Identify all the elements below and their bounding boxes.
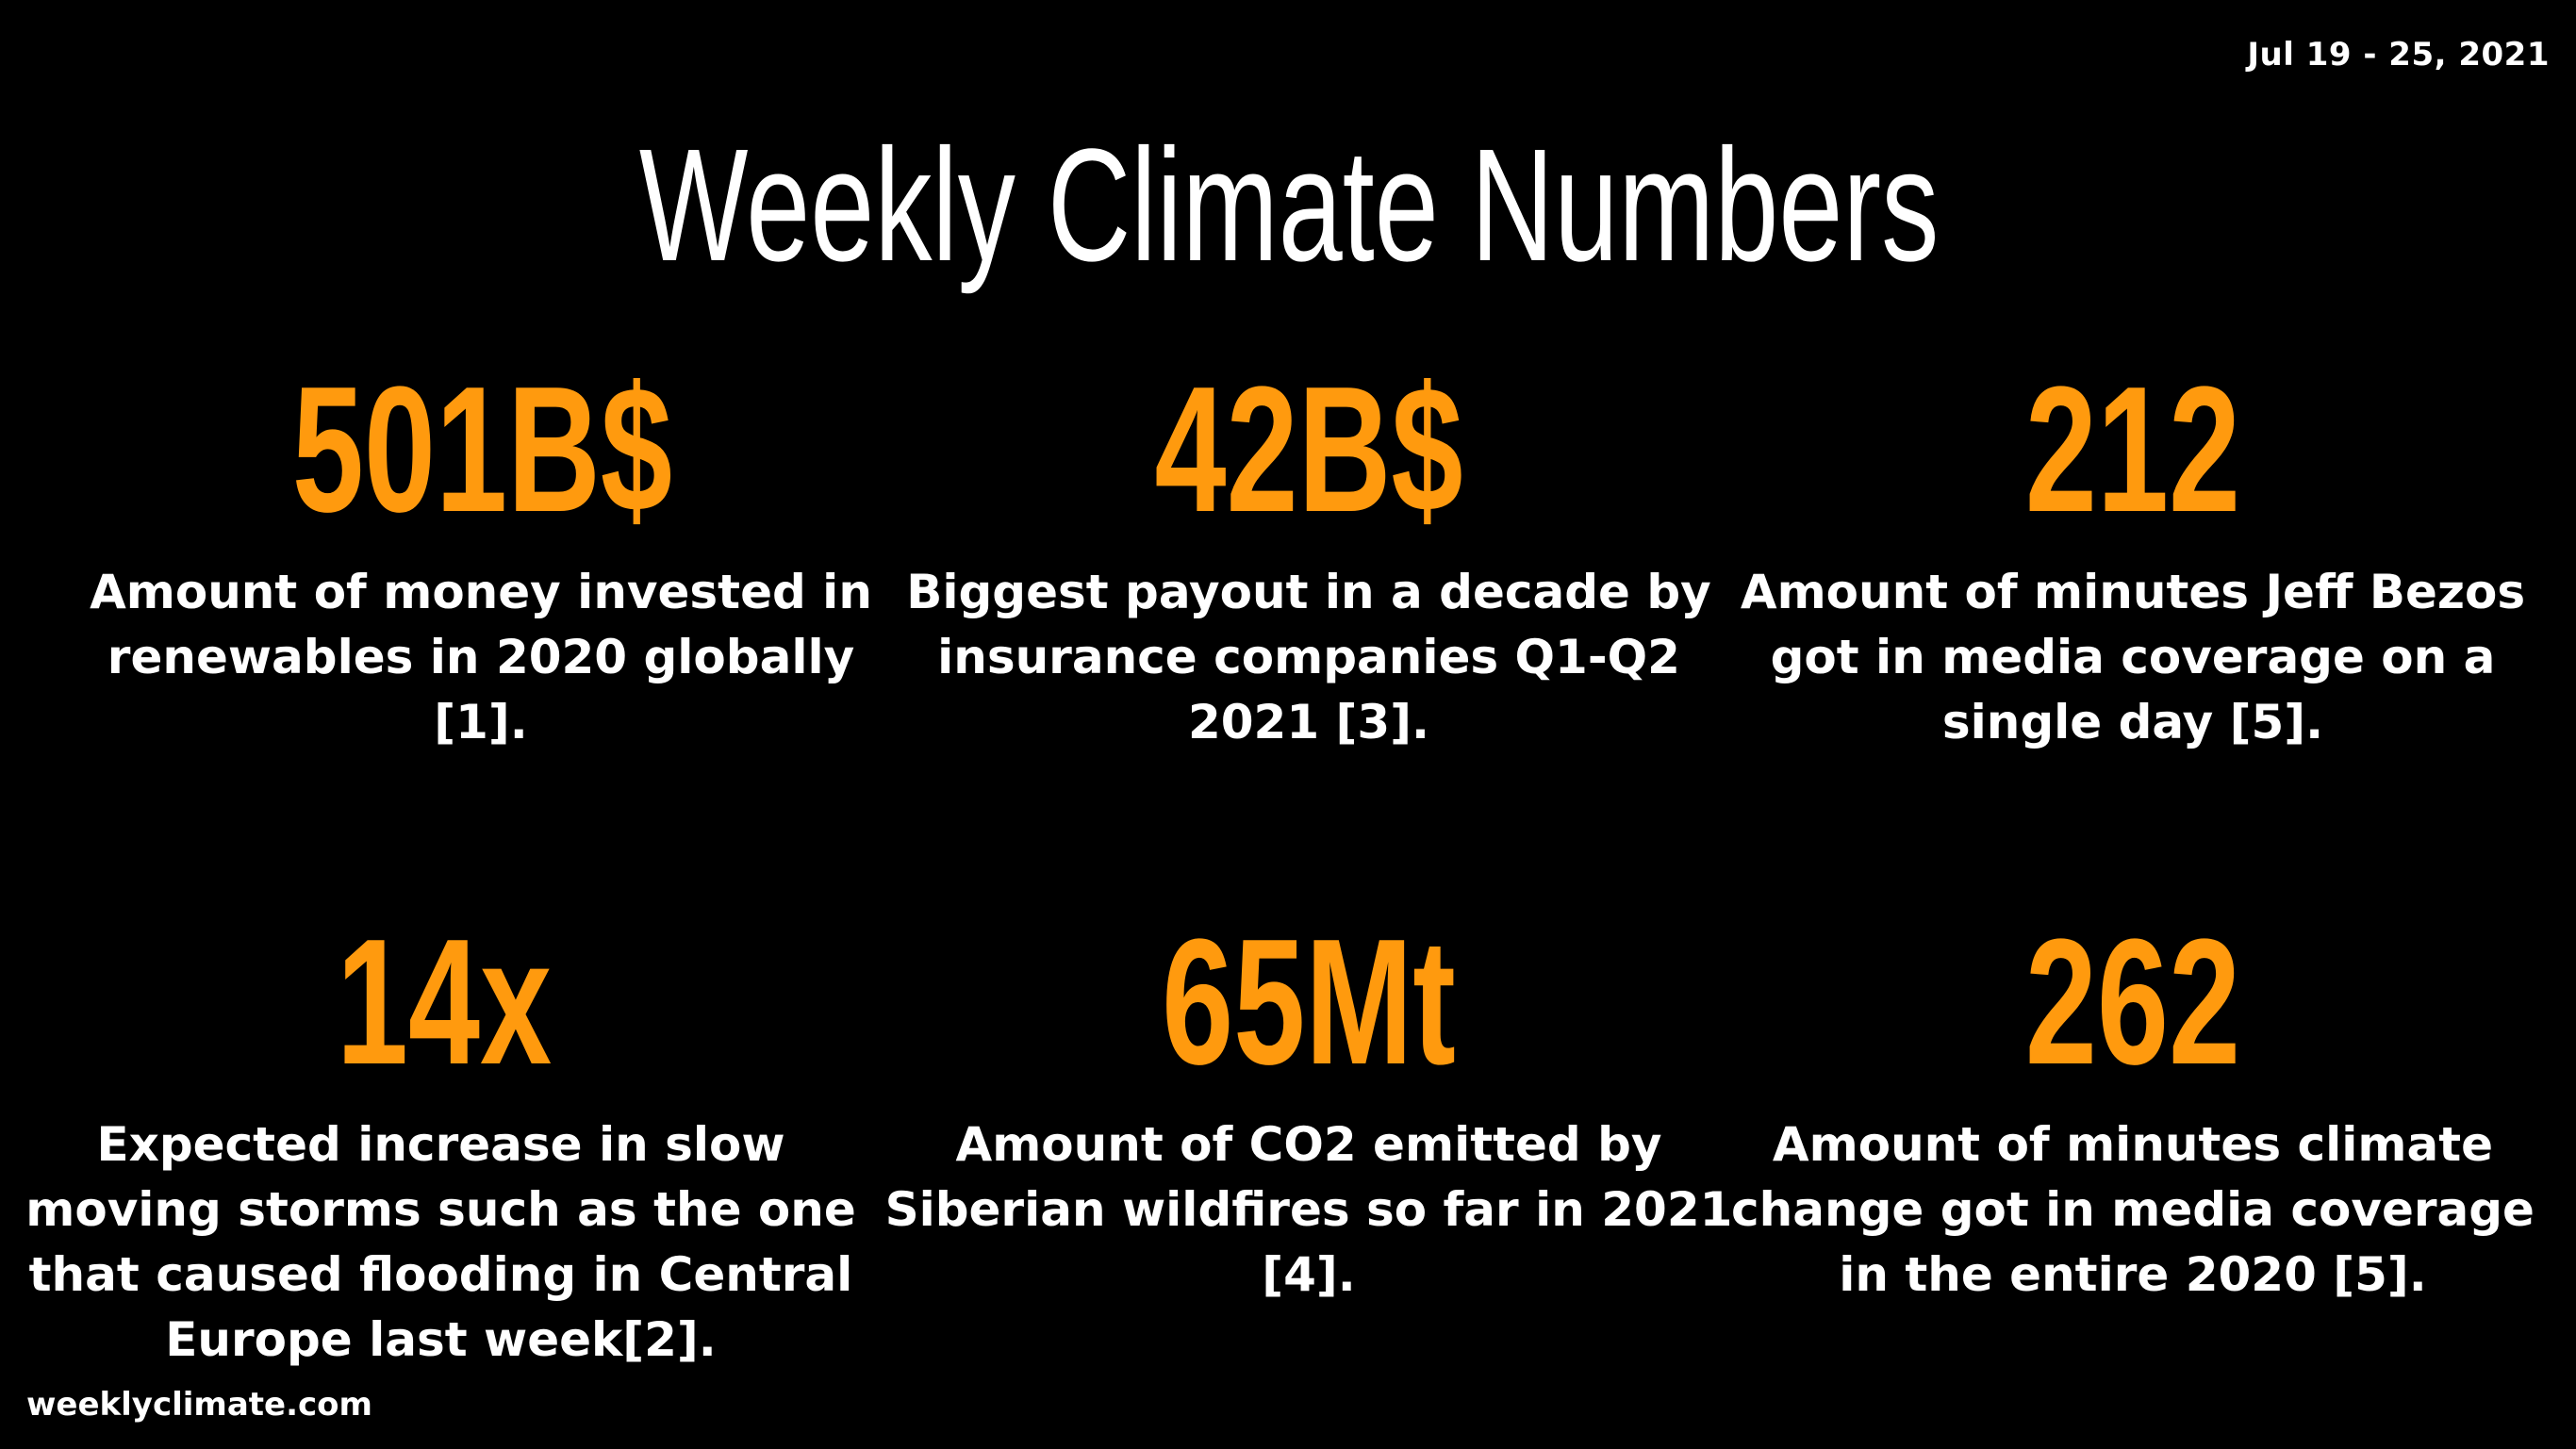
stat-card-wildfires: 65Mt Amount of CO2 emitted by Siberian w… bbox=[884, 913, 1733, 1308]
stat-description: Expected increase in slow moving storms … bbox=[25, 1117, 856, 1367]
stat-value: 42B$ bbox=[1154, 350, 1463, 550]
stat-description: Biggest payout in a decade by insurance … bbox=[906, 565, 1711, 749]
stat-description: Amount of CO2 emitted by Siberian wildfi… bbox=[884, 1117, 1733, 1302]
stat-description: Amount of money invested in renewables i… bbox=[90, 565, 872, 749]
page-title: Weekly Climate Numbers bbox=[638, 116, 1940, 295]
stat-value: 65Mt bbox=[1162, 902, 1456, 1102]
stat-description: Amount of minutes Jeff Bezos got in medi… bbox=[1740, 565, 2526, 749]
stat-card-climate-coverage: 262 Amount of minutes climate change got… bbox=[1709, 913, 2557, 1308]
footer-site-link[interactable]: weeklyclimate.com bbox=[26, 1386, 372, 1424]
stat-description: Amount of minutes climate change got in … bbox=[1731, 1117, 2535, 1302]
stat-value: 14x bbox=[336, 902, 553, 1102]
stat-card-renewables: 501B$ Amount of money invested in renewa… bbox=[57, 360, 905, 755]
stat-card-storms: 14x Expected increase in slow moving sto… bbox=[14, 913, 867, 1373]
stat-value: 501B$ bbox=[291, 350, 672, 550]
stat-card-bezos: 212 Amount of minutes Jeff Bezos got in … bbox=[1709, 360, 2557, 755]
date-range: Jul 19 - 25, 2021 bbox=[2247, 36, 2550, 74]
stat-card-insurance: 42B$ Biggest payout in a decade by insur… bbox=[884, 360, 1733, 755]
stat-value: 212 bbox=[2024, 350, 2241, 550]
stat-value: 262 bbox=[2024, 902, 2241, 1102]
